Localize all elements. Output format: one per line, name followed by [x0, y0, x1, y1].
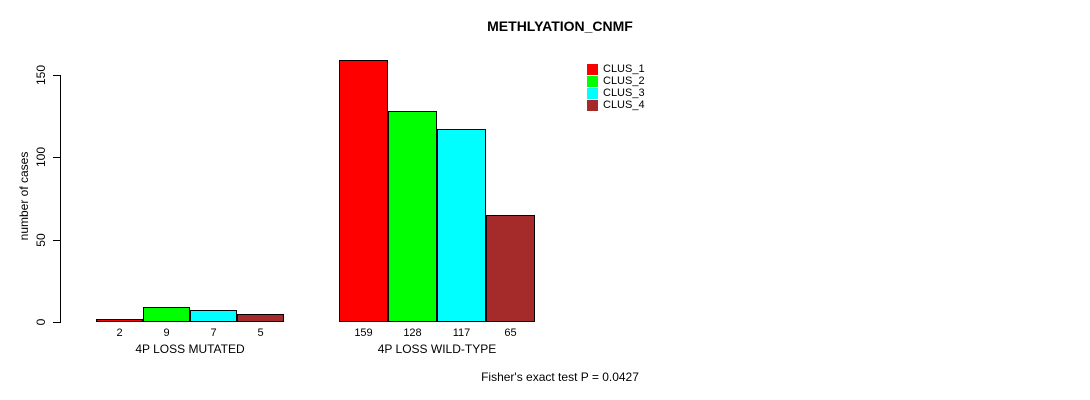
- bar-value-label: 5: [257, 327, 264, 339]
- legend-swatch: [587, 75, 598, 87]
- y-tick: [53, 157, 60, 159]
- legend-item: CLUS_2: [587, 75, 645, 87]
- legend-item: CLUS_1: [587, 63, 645, 75]
- bar-value-label: 117: [452, 327, 471, 339]
- bar: [437, 129, 486, 322]
- group-label: 4P LOSS WILD-TYPE: [377, 342, 497, 356]
- group-label: 4P LOSS MUTATED: [135, 342, 245, 356]
- bar: [388, 111, 437, 322]
- legend-label: CLUS_4: [603, 99, 645, 111]
- legend: CLUS_1 CLUS_2 CLUS_3 CLUS_4: [587, 63, 645, 111]
- bar-value-label: 159: [354, 327, 373, 339]
- bar-value-label: 128: [403, 327, 422, 339]
- bar: [237, 313, 284, 322]
- bar: [486, 214, 535, 322]
- legend-swatch: [587, 63, 598, 75]
- y-tick: [53, 239, 60, 241]
- bar: [190, 310, 237, 322]
- legend-swatch: [587, 87, 598, 99]
- bar: [339, 60, 388, 322]
- bar-value-label: 65: [504, 327, 517, 339]
- y-tick-label: 150: [34, 64, 48, 86]
- bar-value-label: 9: [163, 327, 170, 339]
- legend-swatch: [587, 99, 598, 111]
- y-tick: [53, 322, 60, 323]
- legend-item: CLUS_4: [587, 99, 645, 111]
- chart-title: METHLYATION_CNMF: [487, 18, 633, 34]
- y-tick-label: 0: [34, 318, 48, 326]
- bar: [96, 318, 143, 322]
- y-tick: [53, 75, 60, 76]
- annotation-text: Fisher's exact test P = 0.0427: [481, 370, 639, 384]
- bar: [143, 307, 190, 322]
- y-tick-label: 100: [34, 147, 48, 168]
- legend-label: CLUS_3: [603, 87, 645, 99]
- y-axis-line: [60, 75, 61, 323]
- legend-item: CLUS_3: [587, 87, 645, 99]
- bar-value-label: 7: [210, 327, 217, 339]
- y-axis-title: number of cases: [17, 151, 31, 241]
- legend-label: CLUS_2: [603, 75, 645, 87]
- bar-value-label: 2: [116, 327, 123, 339]
- y-tick-label: 50: [34, 232, 48, 247]
- legend-label: CLUS_1: [603, 63, 645, 75]
